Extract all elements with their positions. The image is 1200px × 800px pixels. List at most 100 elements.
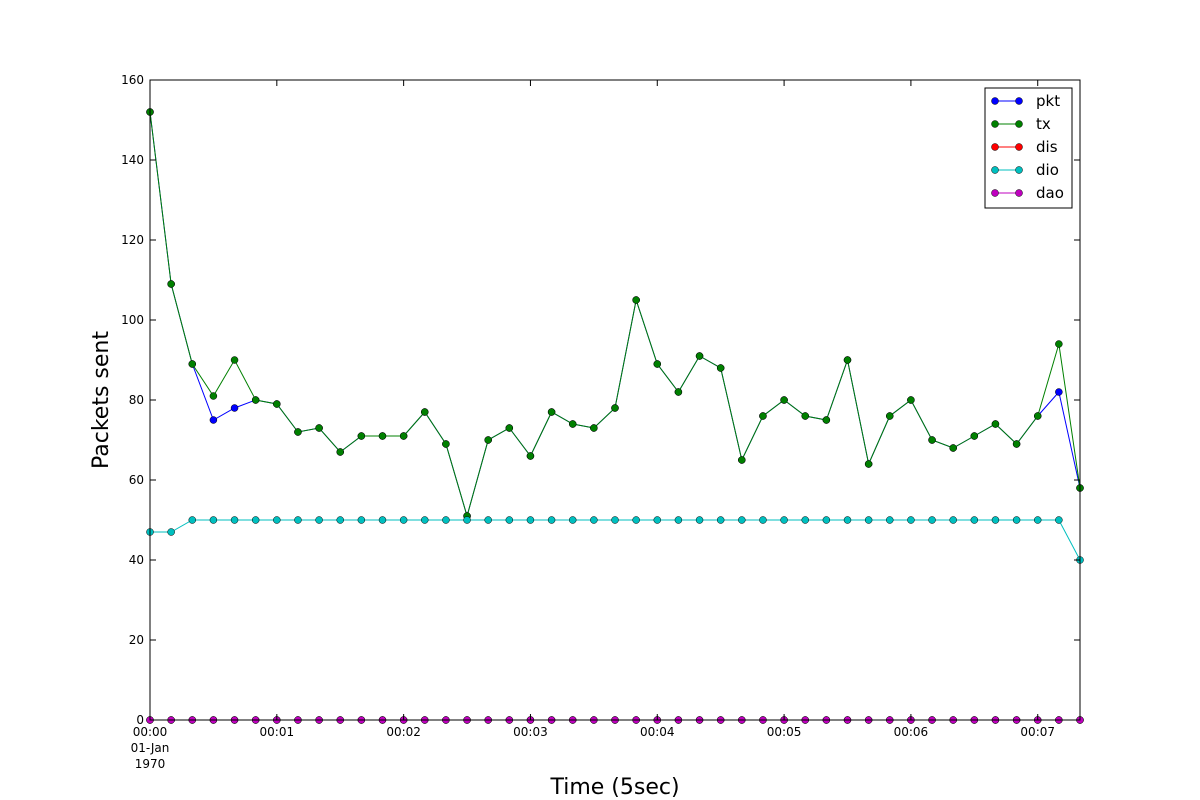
- data-point-dio: [442, 516, 450, 524]
- legend-swatch-marker: [991, 143, 999, 151]
- data-point-dio: [230, 516, 239, 524]
- data-point-tx: [568, 420, 577, 428]
- data-point-pkt: [230, 404, 239, 412]
- data-point-tx: [780, 396, 788, 404]
- data-point-dio: [674, 516, 683, 524]
- y-tick-label: 40: [129, 553, 144, 567]
- data-point-dio: [526, 516, 535, 524]
- x-tick-label: 00:06: [894, 725, 929, 739]
- data-point-dio: [928, 516, 936, 524]
- y-tick-label: 120: [121, 233, 144, 247]
- data-point-tx: [1055, 340, 1063, 348]
- data-point-dio: [273, 516, 281, 524]
- data-point-tx: [315, 424, 323, 432]
- data-point-dio: [505, 516, 514, 524]
- data-point-tx: [907, 396, 915, 404]
- data-point-dio: [822, 516, 831, 524]
- data-point-tx: [230, 356, 239, 364]
- data-point-tx: [695, 352, 704, 360]
- data-point-dio: [1012, 516, 1021, 524]
- data-point-tx: [294, 428, 302, 436]
- y-axis-title: Packets sent: [89, 331, 114, 469]
- data-point-tx: [653, 360, 662, 368]
- data-point-dio: [611, 516, 619, 524]
- data-point-tx: [399, 432, 408, 440]
- x-axis-title: Time (5sec): [549, 775, 679, 800]
- data-point-tx: [336, 448, 344, 456]
- data-point-dio: [209, 516, 218, 524]
- data-point-dio: [886, 516, 894, 524]
- data-point-dio: [1033, 516, 1042, 524]
- data-point-pkt: [1055, 388, 1063, 396]
- x-tick-date-label: 1970: [135, 757, 166, 771]
- x-tick-label: 00:02: [386, 725, 421, 739]
- y-tick-label: 100: [121, 313, 144, 327]
- data-point-tx: [1012, 440, 1021, 448]
- data-point-pkt: [209, 416, 218, 424]
- legend: pkt tx dis dio dao: [984, 87, 1073, 209]
- legend-label: tx: [1036, 115, 1051, 133]
- data-point-dio: [780, 516, 788, 524]
- series-tx: [146, 108, 1084, 520]
- data-point-tx: [421, 408, 429, 416]
- data-point-tx: [251, 396, 260, 404]
- data-point-tx: [442, 440, 450, 448]
- data-point-dio: [294, 516, 302, 524]
- legend-entry-dao: dao: [991, 184, 1064, 202]
- data-point-dio: [843, 516, 852, 524]
- legend-entry-dis: dis: [991, 138, 1058, 156]
- data-point-dio: [357, 516, 366, 524]
- data-point-dio: [188, 516, 197, 524]
- data-point-dio: [547, 516, 556, 524]
- data-point-dio: [949, 516, 957, 524]
- legend-swatch-marker: [991, 120, 999, 128]
- data-point-tx: [801, 412, 809, 420]
- data-point-tx: [273, 400, 281, 408]
- legend-swatch-marker: [991, 97, 999, 105]
- data-point-tx: [632, 296, 640, 304]
- data-point-dio: [970, 516, 979, 524]
- legend-swatch-marker: [991, 189, 999, 197]
- legend-swatch-marker: [991, 166, 999, 174]
- legend-label: dio: [1036, 161, 1059, 179]
- data-point-tx: [822, 416, 831, 424]
- legend-swatch-marker: [1015, 120, 1023, 128]
- legend-swatch-marker: [1015, 166, 1023, 174]
- data-point-dio: [251, 516, 260, 524]
- data-point-tx: [949, 444, 957, 452]
- legend-swatch-marker: [1015, 189, 1023, 197]
- data-point-tx: [357, 432, 366, 440]
- y-tick-label: 80: [129, 393, 144, 407]
- legend-entry-tx: tx: [991, 115, 1051, 133]
- x-tick-date-label: 01-Jan: [131, 741, 170, 755]
- x-tick-label: 00:04: [640, 725, 675, 739]
- data-point-dio: [590, 516, 598, 524]
- x-tick-label: 00:03: [513, 725, 548, 739]
- legend-entry-dio: dio: [991, 161, 1059, 179]
- data-point-tx: [526, 452, 535, 460]
- data-point-tx: [1033, 412, 1042, 420]
- data-point-tx: [928, 436, 936, 444]
- data-point-dio: [864, 516, 873, 524]
- plot-area: [150, 80, 1080, 720]
- y-tick-label: 0: [136, 713, 144, 727]
- data-point-dio: [315, 516, 323, 524]
- data-point-tx: [167, 280, 175, 288]
- data-point-dio: [568, 516, 577, 524]
- data-point-dio: [1055, 516, 1063, 524]
- x-tick-label: 00:07: [1020, 725, 1055, 739]
- data-point-tx: [547, 408, 556, 416]
- data-point-dio: [738, 516, 746, 524]
- data-point-dio: [378, 516, 387, 524]
- data-point-tx: [674, 388, 683, 396]
- data-point-dio: [907, 516, 915, 524]
- legend-label: dao: [1036, 184, 1064, 202]
- data-point-dio: [632, 516, 640, 524]
- y-tick-label: 20: [129, 633, 144, 647]
- ticks-layer: 0 20 40 60 80 100 120 140 160 00:00 01-Jan 1970 00:0…: [121, 73, 1080, 771]
- y-tick-label: 60: [129, 473, 144, 487]
- data-point-dio: [991, 516, 1000, 524]
- data-point-tx: [991, 420, 1000, 428]
- data-point-tx: [716, 364, 725, 372]
